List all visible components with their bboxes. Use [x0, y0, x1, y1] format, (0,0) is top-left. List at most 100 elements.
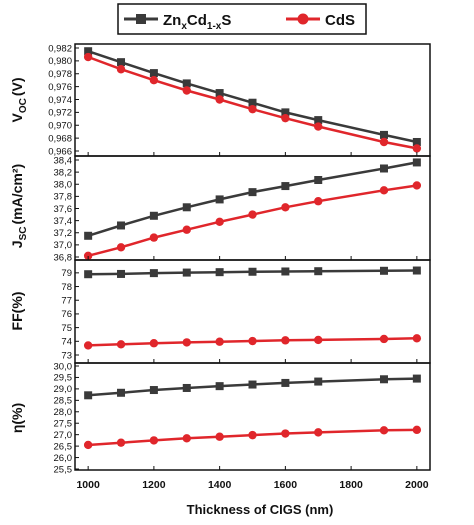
data-point-cds: [314, 197, 323, 206]
data-point-cds: [182, 225, 191, 234]
data-point-cds: [215, 432, 224, 441]
data-point-cds: [379, 334, 389, 344]
y-tick-label: 78: [61, 282, 72, 293]
y-tick-label: 27,5: [54, 419, 73, 430]
y-tick-label: 77: [61, 296, 72, 307]
data-point-cds: [314, 428, 323, 437]
y-tick-label: 38,0: [54, 180, 73, 191]
data-point-znxcds: [248, 188, 257, 197]
y-tick-label: 26,5: [54, 441, 73, 452]
legend: ZnxCd1-xS CdS: [117, 3, 367, 35]
data-point-cds: [248, 210, 257, 219]
data-point-cds: [215, 217, 224, 227]
data-point-cds: [83, 52, 93, 62]
y-tick-label: 25,5: [54, 464, 73, 475]
y-axis-label: FF(%): [9, 292, 25, 331]
data-point-znxcds: [149, 69, 158, 78]
data-point-cds: [149, 339, 159, 348]
data-point-znxcds: [314, 267, 323, 276]
data-point-cds: [248, 336, 257, 346]
y-tick-label: 76: [61, 309, 72, 320]
series-line-cds: [88, 337, 417, 347]
y-tick-label: 0,976: [48, 82, 72, 93]
data-point-znxcds: [84, 270, 93, 279]
data-point-znxcds: [412, 266, 421, 275]
data-point-znxcds: [182, 383, 191, 392]
series-line-znxcds: [87, 50, 418, 144]
data-point-cds: [379, 186, 389, 195]
data-point-cds: [379, 137, 389, 147]
legend-marker-znxcds: [136, 14, 146, 24]
x-tick-label: 1200: [142, 479, 166, 491]
data-point-cds: [412, 181, 422, 190]
data-point-cds: [412, 425, 422, 435]
data-point-znxcds: [215, 89, 224, 98]
data-point-cds: [281, 113, 290, 123]
y-tick-label: 0,972: [48, 108, 72, 119]
data-point-znxcds: [182, 203, 191, 212]
data-point-cds: [314, 335, 323, 345]
y-tick-label: 37,0: [54, 240, 73, 251]
y-tick-label: 37,4: [54, 216, 73, 227]
data-point-cds: [182, 86, 191, 95]
data-point-cds: [379, 426, 389, 435]
data-point-znxcds: [281, 378, 290, 387]
data-point-znxcds: [117, 58, 126, 67]
data-point-cds: [182, 434, 191, 443]
data-point-znxcds: [248, 267, 257, 276]
data-point-znxcds: [379, 266, 388, 275]
data-point-znxcds: [314, 116, 323, 125]
x-axis: 1000 1200 1400 1600 1800 2000: [76, 152, 429, 491]
data-point-znxcds: [314, 176, 323, 185]
series-line-znxcds: [88, 269, 417, 276]
series-line-znxcds: [88, 377, 417, 397]
data-point-znxcds: [412, 158, 421, 167]
legend-marker-cds: [297, 13, 309, 25]
data-point-znxcds: [281, 108, 290, 117]
y-tick-label: 0,974: [48, 95, 72, 106]
data-point-znxcds: [281, 182, 290, 191]
y-tick-label: 0,980: [48, 56, 72, 67]
panel-4: 25,526,026,527,027,528,028,529,029,530,0…: [9, 361, 431, 475]
data-point-cds: [281, 429, 290, 438]
data-point-znxcds: [149, 386, 158, 395]
legend-box: [117, 3, 367, 35]
y-tick-label: 0,982: [48, 43, 72, 54]
data-point-znxcds: [117, 269, 126, 278]
series-line-cds: [87, 55, 418, 150]
panel-frame: [74, 362, 431, 471]
y-tick-label: 0,968: [48, 133, 72, 144]
data-point-cds: [215, 95, 224, 104]
y-axis-label: JSC(mA/cm²): [9, 164, 29, 248]
legend-label-cds: CdS: [325, 12, 355, 29]
data-point-cds: [248, 430, 257, 440]
y-tick-label: 30,0: [54, 361, 73, 372]
data-point-znxcds: [117, 221, 126, 230]
data-point-cds: [149, 75, 159, 85]
series-line-cds: [88, 428, 417, 447]
data-point-znxcds: [84, 47, 93, 56]
x-tick-label: 1400: [208, 479, 232, 491]
data-point-znxcds: [149, 211, 158, 220]
data-point-cds: [83, 341, 93, 350]
data-point-znxcds: [84, 231, 93, 240]
data-point-znxcds: [248, 98, 257, 107]
data-point-cds: [412, 334, 422, 343]
series-line-znxcds: [87, 161, 418, 237]
y-tick-label: 37,6: [54, 204, 73, 215]
y-tick-label: 36,8: [54, 252, 73, 263]
y-tick-label: 37,2: [54, 228, 73, 239]
data-point-znxcds: [379, 375, 388, 384]
data-point-cds: [215, 337, 224, 346]
panel-3: 73 74 75 76 77 78 79 FF(%): [9, 259, 431, 364]
data-point-znxcds: [84, 391, 93, 400]
data-point-znxcds: [379, 130, 388, 139]
data-point-cds: [116, 438, 126, 447]
data-point-znxcds: [215, 382, 224, 391]
data-point-cds: [149, 233, 159, 242]
data-point-znxcds: [248, 380, 257, 389]
data-point-cds: [83, 251, 93, 260]
